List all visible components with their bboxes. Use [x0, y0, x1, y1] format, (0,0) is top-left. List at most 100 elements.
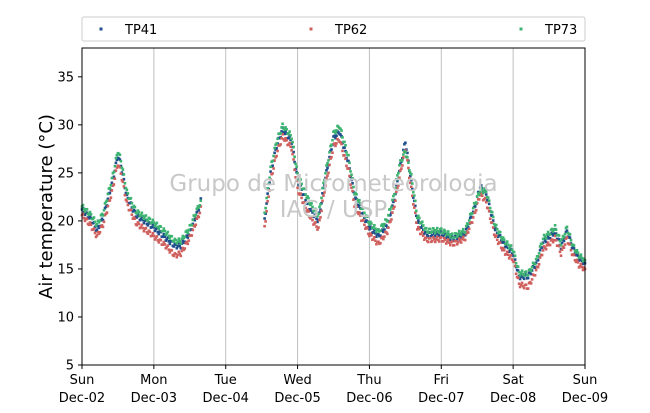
data-point: [165, 232, 169, 235]
data-point: [437, 233, 440, 236]
data-point: [122, 185, 126, 188]
data-point: [401, 158, 404, 162]
data-point: [504, 252, 508, 256]
data-point: [446, 235, 449, 238]
data-point: [582, 257, 586, 261]
data-point: [263, 224, 266, 228]
data-point: [343, 154, 346, 157]
legend-marker: [99, 27, 103, 31]
data-point: [396, 179, 399, 183]
data-point: [303, 187, 306, 191]
data-point: [294, 176, 297, 179]
data-point: [369, 232, 372, 235]
data-point: [330, 155, 333, 159]
data-point: [340, 129, 343, 132]
data-point: [172, 245, 176, 248]
data-point: [352, 185, 355, 189]
data-point: [502, 249, 506, 252]
data-point: [144, 226, 148, 230]
data-point: [540, 253, 544, 257]
data-point: [163, 243, 167, 246]
data-point: [477, 198, 481, 201]
data-point: [418, 216, 421, 220]
data-point: [526, 276, 530, 280]
data-point: [499, 246, 503, 250]
data-point: [545, 244, 549, 247]
data-point: [289, 145, 292, 148]
data-point: [267, 182, 270, 186]
data-point: [467, 227, 471, 231]
legend-marker: [519, 27, 523, 31]
data-point: [355, 205, 358, 208]
data-point: [357, 200, 360, 203]
data-point: [541, 249, 545, 252]
data-point: [290, 149, 293, 152]
data-point: [181, 234, 185, 238]
legend-marker: [309, 27, 313, 31]
data-point: [484, 190, 488, 193]
data-point: [319, 203, 322, 206]
data-point: [279, 131, 282, 135]
data-point: [290, 142, 293, 145]
data-point: [101, 218, 105, 222]
data-point: [533, 274, 537, 277]
data-point: [574, 253, 578, 257]
data-point: [542, 233, 546, 237]
data-point: [383, 228, 386, 231]
data-point: [389, 220, 392, 224]
data-point: [108, 199, 112, 202]
data-point: [103, 206, 107, 210]
data-point: [498, 230, 502, 234]
data-point: [488, 206, 492, 210]
data-point: [321, 192, 324, 195]
x-tick-label-date: Dec-05: [274, 391, 320, 406]
x-tick-label-date: Dec-04: [203, 391, 249, 406]
data-point: [394, 186, 397, 190]
data-point: [139, 217, 143, 221]
data-point: [194, 223, 198, 227]
data-point: [506, 253, 510, 257]
data-point: [536, 255, 540, 258]
data-point: [510, 252, 514, 255]
data-point: [118, 166, 122, 169]
data-point: [544, 240, 548, 244]
data-point: [459, 233, 463, 237]
data-point: [569, 248, 573, 252]
data-point: [395, 190, 398, 194]
data-point: [404, 141, 407, 145]
data-point: [83, 210, 87, 213]
data-point: [265, 196, 268, 200]
data-point: [486, 207, 490, 210]
data-point: [500, 241, 504, 244]
data-point: [175, 246, 179, 250]
data-point: [578, 258, 582, 261]
data-point: [522, 286, 526, 290]
data-point: [109, 196, 113, 199]
data-point: [415, 221, 418, 224]
data-point: [514, 272, 518, 276]
data-point: [329, 157, 332, 160]
data-point: [576, 254, 580, 257]
data-point: [458, 239, 462, 242]
data-point: [152, 234, 156, 238]
data-point: [198, 204, 202, 207]
data-point: [326, 174, 329, 177]
data-point: [460, 230, 464, 233]
data-point: [348, 161, 351, 165]
data-point: [467, 219, 471, 222]
data-point: [306, 208, 309, 212]
data-point: [575, 258, 579, 262]
y-tick-label: 5: [66, 359, 74, 374]
data-point: [573, 259, 577, 262]
data-point: [153, 238, 157, 241]
data-point: [156, 230, 160, 234]
data-point: [463, 231, 467, 234]
data-point: [296, 186, 299, 190]
data-point: [157, 227, 161, 231]
data-point: [422, 234, 425, 238]
data-point: [372, 230, 375, 234]
data-point: [366, 227, 369, 230]
data-point: [162, 232, 166, 236]
